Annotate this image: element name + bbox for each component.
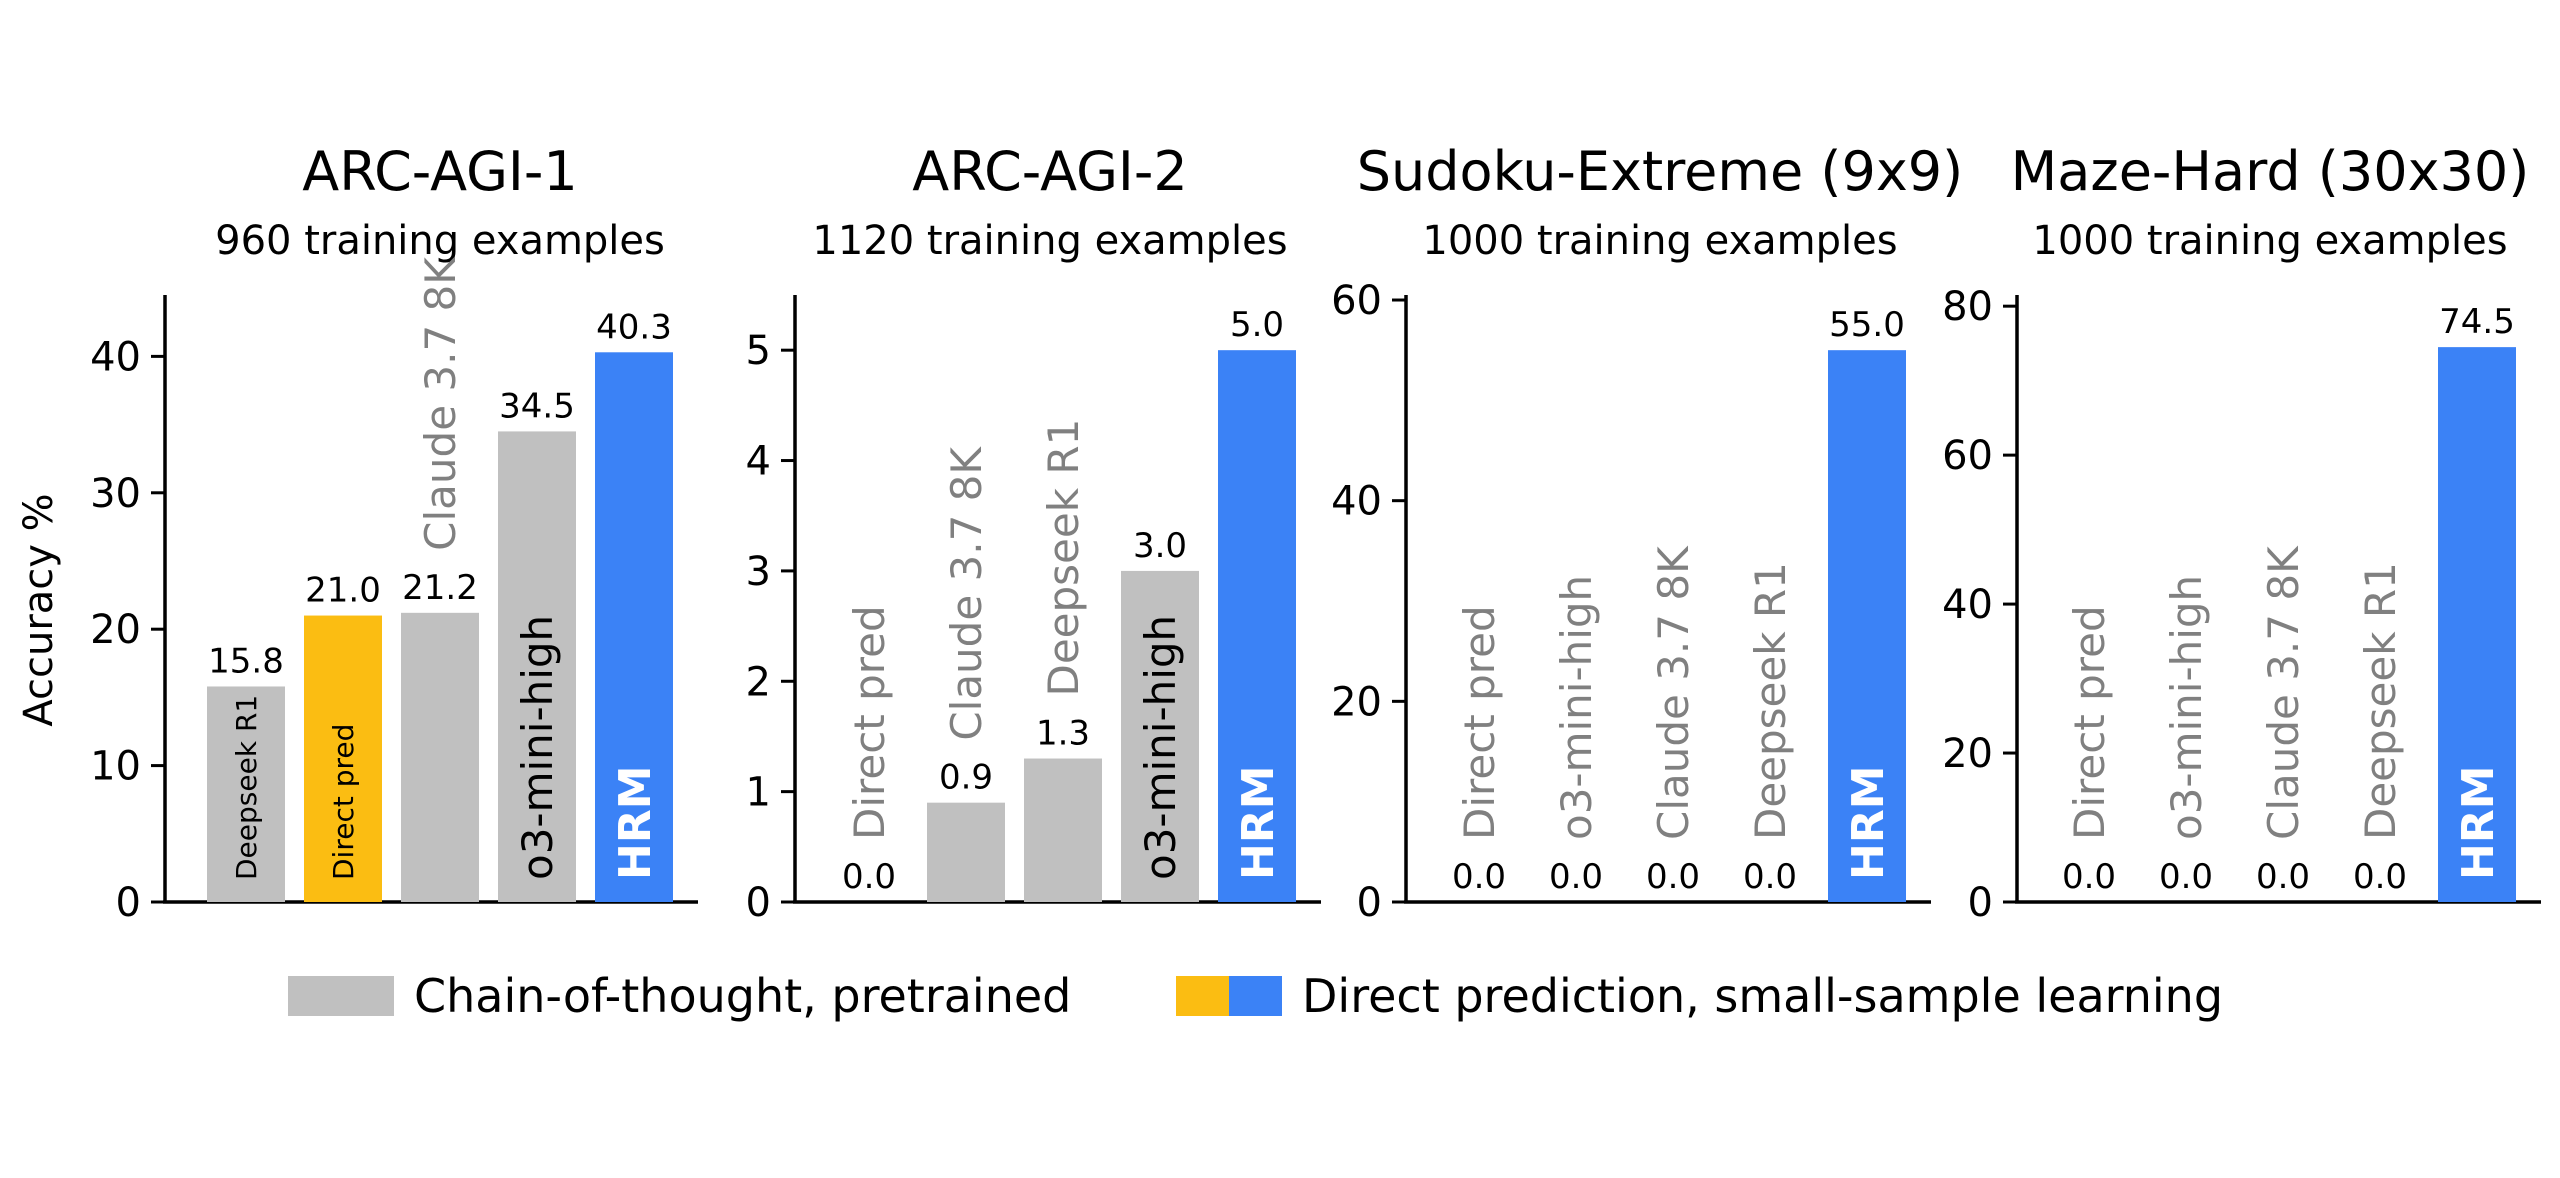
y-tick-label: 20 <box>1331 679 1382 725</box>
y-tick-label: 10 <box>90 744 141 790</box>
bar-category-label: Deepseek R1 <box>2356 562 2405 840</box>
panel-subtitle: 1120 training examples <box>812 218 1287 264</box>
y-tick-label: 40 <box>90 334 141 380</box>
bar-hrm <box>1218 350 1296 902</box>
bar-direct-pred <box>304 615 382 902</box>
bar-category-label: o3-mini-high <box>1136 615 1185 880</box>
bar-claude-3-7-8k <box>401 612 479 902</box>
y-tick-label: 40 <box>1331 479 1382 525</box>
bar-value-label: 40.3 <box>596 307 672 347</box>
bar-hrm <box>2438 347 2516 902</box>
bar-deepseek-r1 <box>207 686 285 902</box>
bar-value-label: 74.5 <box>2439 302 2515 342</box>
legend-label-cot: Chain-of-thought, pretrained <box>414 969 1071 1023</box>
chart-panel-4: Maze-Hard (30x30) 1000 training examples 0… <box>1942 140 2541 926</box>
y-tick-label: 5 <box>746 328 771 374</box>
y-tick-label: 20 <box>90 607 141 653</box>
bar-value-label: 1.3 <box>1036 714 1090 754</box>
y-tick-label: 30 <box>90 471 141 517</box>
bar-value-label: 0.0 <box>1452 857 1506 897</box>
bar-category-label: Claude 3.7 8K <box>416 256 465 551</box>
bar-category-label: Direct pred <box>327 724 360 880</box>
panel-title: Maze-Hard (30x30) <box>2011 140 2530 203</box>
chart-panel-1: ARC-AGI-1 960 training examples 0 10 20 30 40 1… <box>90 140 698 926</box>
bar-category-label: Deepseek R1 <box>1039 419 1088 697</box>
bar-category-label: Claude 3.7 8K <box>1649 545 1698 840</box>
y-tick-label: 0 <box>116 880 141 926</box>
bar-category-label: HRM <box>610 766 661 881</box>
bar-category-label: HRM <box>1233 766 1284 881</box>
panel-title: ARC-AGI-1 <box>302 140 577 203</box>
legend-swatch-direct-orange <box>1176 976 1229 1016</box>
legend: Chain-of-thought, pretrained Direct pred… <box>288 969 2223 1023</box>
bar-value-label: 0.9 <box>939 758 993 798</box>
bar-value-label: 0.0 <box>2256 857 2310 897</box>
y-tick-label: 3 <box>746 549 771 595</box>
panel-title: ARC-AGI-2 <box>912 140 1187 203</box>
bar-category-label: o3-mini-high <box>1552 575 1601 840</box>
bar-o3-mini-high <box>1121 570 1199 902</box>
bar-value-label: 55.0 <box>1829 305 1905 345</box>
bar-category-label: Direct pred <box>1455 605 1504 840</box>
legend-swatch-cot <box>288 976 394 1016</box>
bar-deepseek-r1 <box>1024 758 1102 902</box>
bar-claude-3-7-8k <box>927 802 1005 902</box>
bar-value-label: 34.5 <box>499 386 575 426</box>
bar-value-label: 0.0 <box>1549 857 1603 897</box>
bar-value-label: 21.2 <box>402 568 478 608</box>
bar-value-label: 21.0 <box>305 571 381 611</box>
y-tick-label: 0 <box>1968 880 1993 926</box>
bar-value-label: 0.0 <box>842 857 896 897</box>
panel-subtitle: 1000 training examples <box>2032 218 2507 264</box>
chart-panel-3: Sudoku-Extreme (9x9) 1000 training exampl… <box>1331 140 1963 926</box>
bar-value-label: 0.0 <box>2062 857 2116 897</box>
y-tick-label: 1 <box>746 770 771 816</box>
y-tick-label: 20 <box>1942 731 1993 777</box>
y-tick-label: 0 <box>1357 880 1382 926</box>
bar-value-label: 15.8 <box>208 641 284 681</box>
bar-value-label: 0.0 <box>1646 857 1700 897</box>
bar-value-label: 0.0 <box>1743 857 1797 897</box>
panel-subtitle: 960 training examples <box>215 218 665 264</box>
y-axis-title: Accuracy % <box>16 493 62 726</box>
bar-category-label: o3-mini-high <box>513 615 562 880</box>
y-tick-label: 0 <box>746 880 771 926</box>
legend-swatch-direct-blue <box>1229 976 1282 1016</box>
bar-hrm <box>1828 350 1906 902</box>
panel-title: Sudoku-Extreme (9x9) <box>1357 140 1963 203</box>
y-tick-label: 80 <box>1942 284 1993 330</box>
panel-subtitle: 1000 training examples <box>1422 218 1897 264</box>
bar-value-label: 0.0 <box>2353 857 2407 897</box>
bar-category-label: Claude 3.7 8K <box>942 446 991 741</box>
bar-category-label: Direct pred <box>2065 605 2114 840</box>
y-tick-label: 60 <box>1331 278 1382 324</box>
y-tick-label: 4 <box>746 439 771 485</box>
y-tick-label: 40 <box>1942 582 1993 628</box>
bar-category-label: Deepseek R1 <box>1746 562 1795 840</box>
bar-category-label: Claude 3.7 8K <box>2259 545 2308 840</box>
bar-value-label: 5.0 <box>1230 305 1284 345</box>
bar-category-label: HRM <box>2453 766 2504 881</box>
bar-value-label: 3.0 <box>1133 526 1187 566</box>
bar-o3-mini-high <box>498 431 576 902</box>
y-tick-label: 2 <box>746 659 771 705</box>
legend-label-direct: Direct prediction, small-sample learning <box>1302 969 2223 1023</box>
bar-value-label: 0.0 <box>2159 857 2213 897</box>
bar-category-label: Deepseek R1 <box>230 695 263 880</box>
bar-category-label: HRM <box>1843 766 1894 881</box>
chart-panel-2: ARC-AGI-2 1120 training examples 0 1 2 3 4 5 0.0… <box>746 140 1321 926</box>
y-tick-label: 60 <box>1942 433 1993 479</box>
bar-category-label: Direct pred <box>845 605 894 840</box>
bar-hrm <box>595 352 673 902</box>
bar-category-label: o3-mini-high <box>2162 575 2211 840</box>
